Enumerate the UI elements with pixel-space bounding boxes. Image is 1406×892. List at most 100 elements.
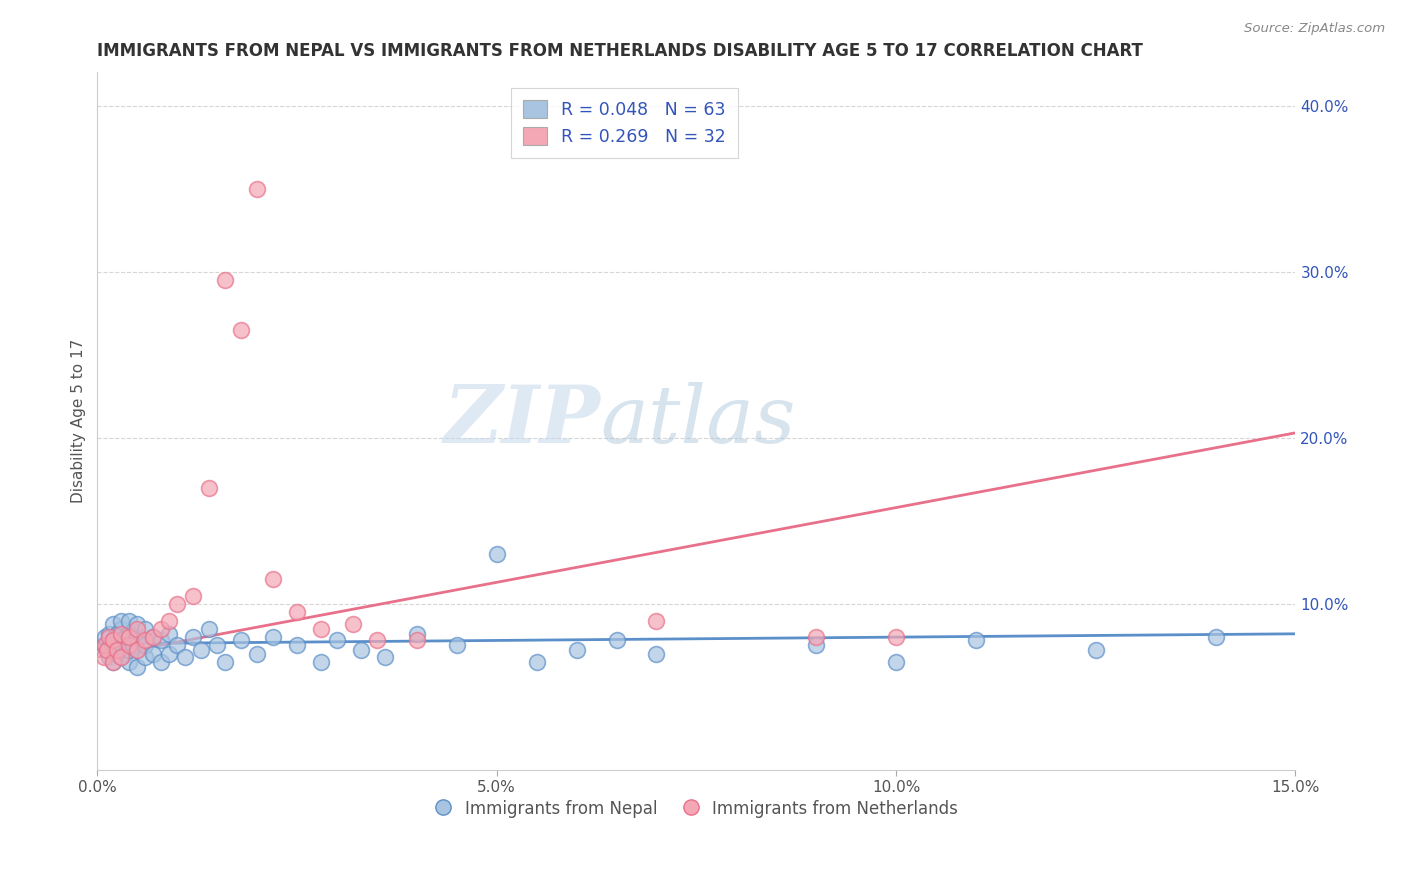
- Point: [127, 630, 149, 644]
- Point: [309, 655, 332, 669]
- Point: [127, 643, 149, 657]
- Point: [127, 660, 149, 674]
- Text: ZIP: ZIP: [444, 383, 600, 460]
- Point: [118, 614, 141, 628]
- Point: [104, 643, 127, 657]
- Text: Source: ZipAtlas.com: Source: ZipAtlas.com: [1244, 22, 1385, 36]
- Point: [374, 650, 396, 665]
- Point: [884, 655, 907, 669]
- Point: [134, 622, 156, 636]
- Point: [110, 627, 132, 641]
- Point: [485, 547, 508, 561]
- Point: [98, 630, 121, 644]
- Point: [884, 630, 907, 644]
- Point: [806, 639, 828, 653]
- Point: [1205, 630, 1227, 644]
- Point: [246, 647, 269, 661]
- Point: [565, 643, 588, 657]
- Point: [157, 614, 180, 628]
- Point: [1084, 643, 1107, 657]
- Point: [526, 655, 548, 669]
- Point: [103, 655, 125, 669]
- Point: [98, 650, 121, 665]
- Point: [262, 630, 284, 644]
- Point: [142, 630, 165, 644]
- Point: [122, 639, 145, 653]
- Point: [103, 633, 125, 648]
- Point: [93, 650, 115, 665]
- Point: [166, 639, 188, 653]
- Point: [645, 614, 668, 628]
- Point: [142, 630, 165, 644]
- Y-axis label: Disability Age 5 to 17: Disability Age 5 to 17: [72, 339, 86, 503]
- Point: [110, 639, 132, 653]
- Point: [198, 481, 221, 495]
- Point: [205, 639, 228, 653]
- Point: [181, 589, 204, 603]
- Point: [150, 655, 173, 669]
- Point: [350, 643, 373, 657]
- Point: [150, 622, 173, 636]
- Point: [134, 639, 156, 653]
- Point: [157, 627, 180, 641]
- Text: atlas: atlas: [600, 383, 796, 460]
- Point: [606, 633, 628, 648]
- Point: [118, 627, 141, 641]
- Point: [93, 639, 115, 653]
- Point: [98, 627, 121, 641]
- Point: [366, 633, 388, 648]
- Point: [446, 639, 468, 653]
- Point: [96, 643, 118, 657]
- Point: [181, 630, 204, 644]
- Point: [229, 633, 252, 648]
- Point: [806, 630, 828, 644]
- Point: [110, 650, 132, 665]
- Point: [134, 633, 156, 648]
- Text: IMMIGRANTS FROM NEPAL VS IMMIGRANTS FROM NETHERLANDS DISABILITY AGE 5 TO 17 CORR: IMMIGRANTS FROM NEPAL VS IMMIGRANTS FROM…: [97, 42, 1143, 60]
- Point: [105, 627, 128, 641]
- Point: [342, 616, 364, 631]
- Point: [127, 616, 149, 631]
- Point: [262, 572, 284, 586]
- Point: [114, 630, 136, 644]
- Point: [405, 627, 427, 641]
- Point: [326, 633, 349, 648]
- Point: [110, 614, 132, 628]
- Point: [127, 622, 149, 636]
- Point: [118, 643, 141, 657]
- Legend: Immigrants from Nepal, Immigrants from Netherlands: Immigrants from Nepal, Immigrants from N…: [427, 793, 965, 824]
- Point: [134, 650, 156, 665]
- Point: [103, 655, 125, 669]
- Point: [110, 650, 132, 665]
- Point: [174, 650, 197, 665]
- Point: [118, 630, 141, 644]
- Point: [246, 182, 269, 196]
- Point: [105, 647, 128, 661]
- Point: [142, 647, 165, 661]
- Point: [285, 639, 308, 653]
- Point: [100, 637, 122, 651]
- Point: [110, 622, 132, 636]
- Point: [190, 643, 212, 657]
- Point: [645, 647, 668, 661]
- Point: [94, 639, 117, 653]
- Point: [103, 633, 125, 648]
- Point: [229, 323, 252, 337]
- Point: [94, 630, 117, 644]
- Point: [214, 273, 236, 287]
- Point: [214, 655, 236, 669]
- Point: [114, 647, 136, 661]
- Point: [285, 605, 308, 619]
- Point: [166, 597, 188, 611]
- Point: [118, 655, 141, 669]
- Point: [118, 639, 141, 653]
- Point: [103, 616, 125, 631]
- Point: [150, 633, 173, 648]
- Point: [198, 622, 221, 636]
- Point: [965, 633, 987, 648]
- Point: [96, 643, 118, 657]
- Point: [105, 643, 128, 657]
- Point: [309, 622, 332, 636]
- Point: [157, 647, 180, 661]
- Point: [405, 633, 427, 648]
